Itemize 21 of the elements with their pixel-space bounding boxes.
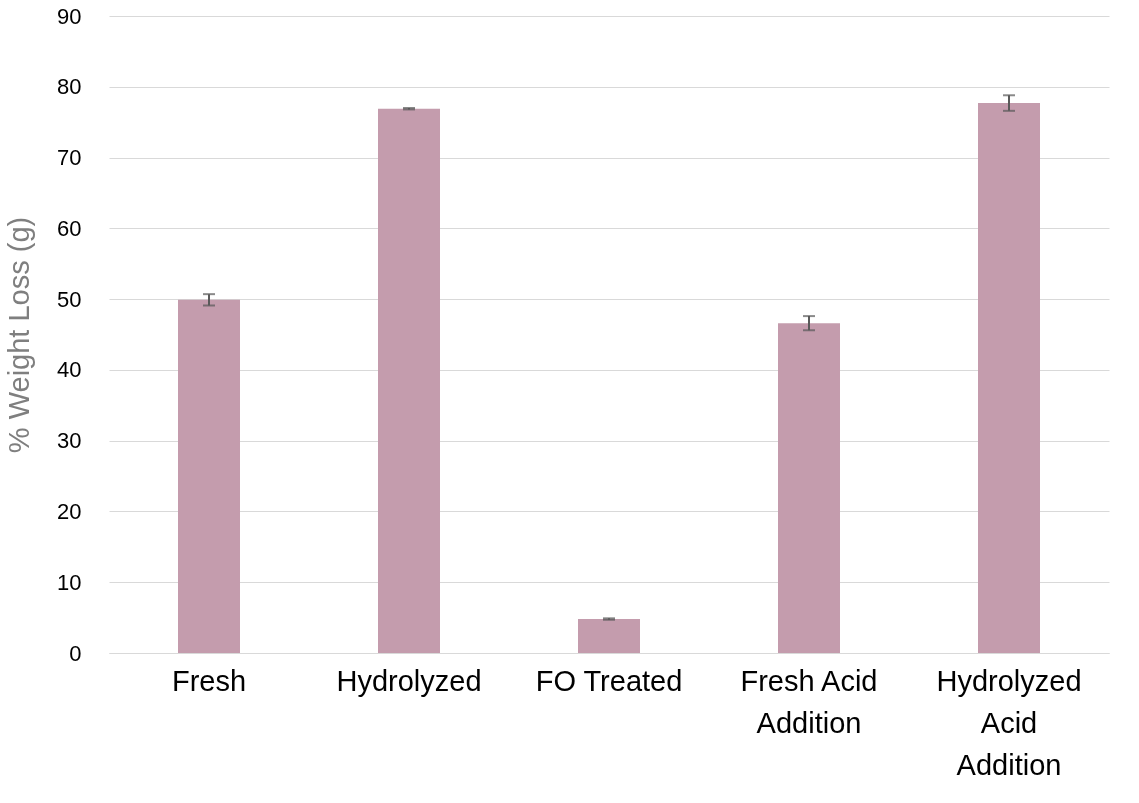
- bar: [778, 323, 840, 653]
- y-tick-label: 40: [57, 357, 82, 383]
- y-tick-label: 10: [57, 569, 82, 595]
- y-tick-label: 0: [69, 640, 82, 666]
- y-tick-label: 60: [57, 215, 82, 241]
- bar: [378, 108, 440, 653]
- x-tick-label: Hydrolyzed Acid Addition: [936, 664, 1082, 781]
- y-tick-label: 50: [57, 286, 82, 312]
- x-tick-label: Fresh: [171, 664, 247, 697]
- bar: [578, 619, 640, 653]
- bar: [978, 103, 1040, 653]
- x-tick-label: FO Treated: [535, 664, 683, 697]
- y-axis-title: % Weight Loss (g): [3, 216, 36, 454]
- y-tick-label: 30: [57, 428, 82, 454]
- bar: [178, 299, 240, 653]
- y-tick-label: 80: [57, 74, 82, 100]
- y-tick-label: 90: [57, 3, 82, 29]
- y-tick-label: 20: [57, 498, 82, 524]
- x-tick-label: Fresh Acid Addition: [740, 664, 878, 739]
- y-tick-label: 70: [57, 145, 82, 171]
- x-tick-label: Hydrolyzed: [336, 664, 482, 697]
